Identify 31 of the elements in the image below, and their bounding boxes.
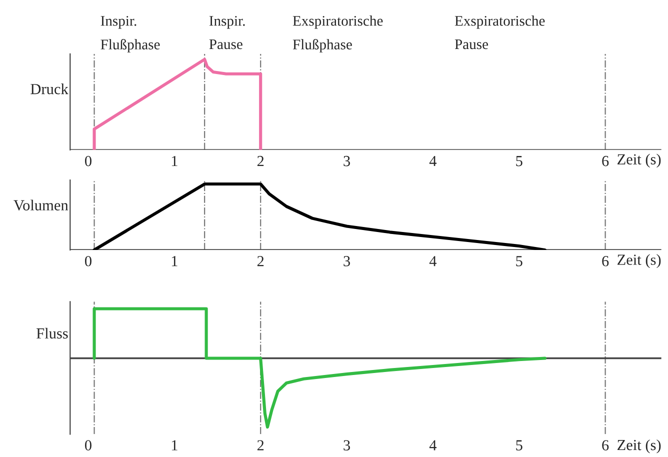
x-tick-label: 5	[516, 440, 522, 450]
x-tick-label: 6	[602, 440, 609, 450]
x-tick-label: 0	[85, 156, 92, 166]
y-axis-title: Fluss	[36, 328, 68, 339]
x-tick-label: 2	[257, 156, 264, 166]
x-tick-label: 3	[344, 440, 350, 450]
text: Inspir. Pause	[209, 16, 245, 50]
x-tick-label: 2	[257, 440, 264, 450]
x-tick-label: 0	[85, 440, 92, 450]
x-tick-label: 5	[516, 156, 522, 166]
text: Inspir. Flußphase	[100, 16, 160, 52]
x-tick-label: 1	[172, 256, 178, 266]
x-tick-label: 5	[516, 256, 522, 266]
x-tick-label: 6	[602, 256, 609, 266]
text: Exspiratorische Flußphase	[292, 16, 383, 52]
x-axis-title: Zeit (s)	[618, 439, 661, 454]
x-tick-label: 3	[344, 256, 350, 266]
x-axis-title: Zeit (s)	[618, 254, 661, 268]
x-tick-label: 4	[429, 440, 437, 450]
x-tick-label: 3	[344, 156, 350, 166]
x-tick-label: 4	[429, 256, 437, 266]
y-axis-title: Volumen	[14, 200, 68, 211]
y-axis-title: Druck	[30, 83, 68, 94]
x-tick-label: 2	[257, 256, 264, 266]
x-tick-label: 1	[172, 156, 178, 166]
x-tick-label: 0	[85, 256, 92, 266]
text: Exspiratorische Pause	[454, 16, 545, 50]
x-axis-title: Zeit (s)	[618, 154, 661, 168]
x-tick-label: 4	[429, 156, 437, 166]
x-tick-label: 1	[172, 440, 178, 450]
x-tick-label: 6	[602, 156, 609, 166]
